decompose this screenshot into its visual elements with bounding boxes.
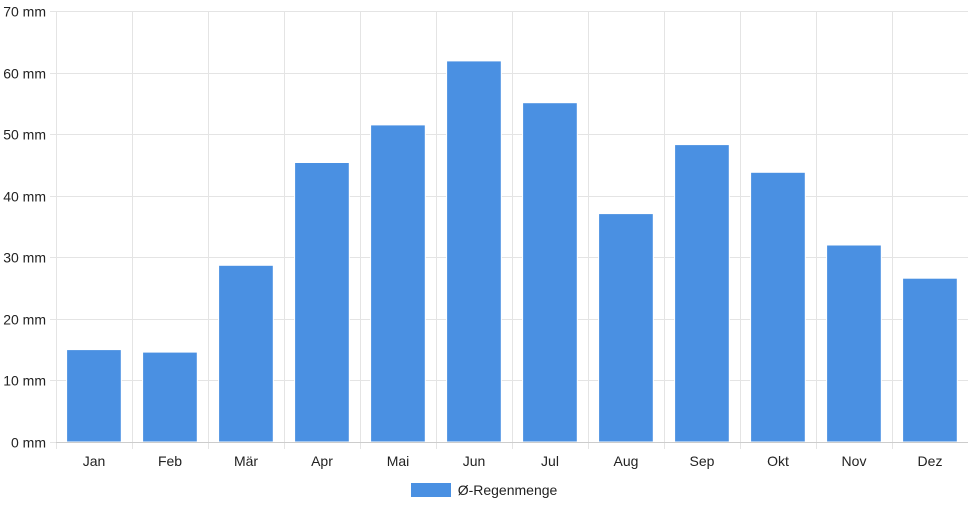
x-tick-label: Mai: [387, 453, 410, 469]
x-tick-label: Feb: [158, 453, 182, 469]
y-tick-label: 20 mm: [3, 312, 46, 328]
x-tick-label: Mär: [234, 453, 258, 469]
bar-dez: [902, 277, 958, 443]
y-tick-label: 0 mm: [11, 435, 46, 451]
bar-aug: [598, 213, 654, 443]
y-tick-label: 50 mm: [3, 127, 46, 143]
chart-canvas: 0 mm 10 mm 20 mm 30 mm 40 mm 50 mm 60 mm 70 mm J…: [3, 4, 968, 469]
bar-nov: [826, 244, 882, 443]
legend-swatch: [410, 483, 451, 497]
legend[interactable]: Ø-Regenmenge: [0, 480, 968, 500]
legend-label: Ø-Regenmenge: [457, 482, 558, 498]
x-tick-label: Nov: [842, 453, 867, 469]
y-tick-label: 30 mm: [3, 250, 46, 266]
y-tick-label: 40 mm: [3, 189, 46, 205]
bar-mai: [370, 124, 426, 443]
x-tick-label: Jan: [83, 453, 106, 469]
y-tick-label: 10 mm: [3, 373, 46, 389]
x-tick-label: Apr: [311, 453, 333, 469]
x-tick-label: Okt: [767, 453, 789, 469]
bar-jul: [522, 102, 578, 443]
x-tick-label: Jun: [463, 453, 486, 469]
bar-okt: [750, 171, 806, 443]
bar-apr: [294, 162, 350, 443]
bar-jun: [446, 60, 502, 443]
bar-mär: [218, 264, 274, 443]
bar-feb: [142, 351, 198, 443]
bar-jan: [66, 349, 122, 443]
x-tick-label: Sep: [690, 453, 715, 469]
x-tick-label: Aug: [614, 453, 639, 469]
y-tick-label: 70 mm: [3, 4, 46, 20]
x-tick-label: Jul: [541, 453, 559, 469]
x-tick-label: Dez: [918, 453, 943, 469]
y-tick-label: 60 mm: [3, 66, 46, 82]
bar-sep: [674, 144, 730, 443]
